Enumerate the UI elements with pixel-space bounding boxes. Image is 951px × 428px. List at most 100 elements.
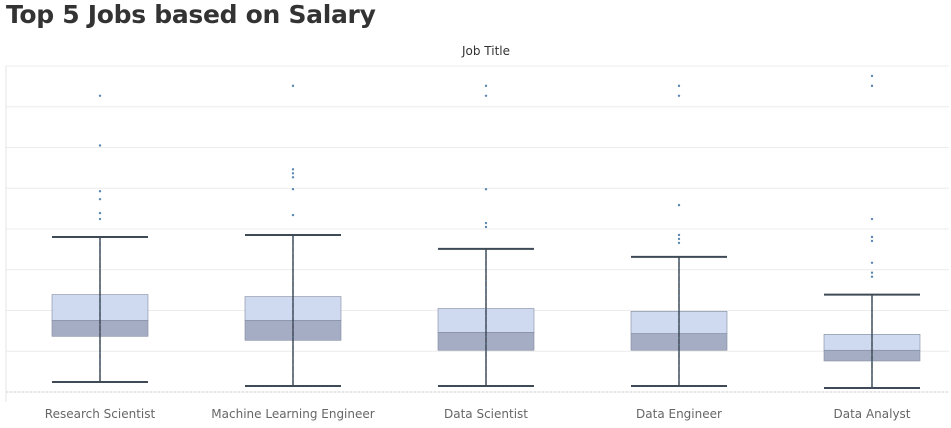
- data-point: [292, 378, 294, 380]
- data-point: [678, 260, 680, 262]
- data-point: [485, 350, 487, 352]
- data-point: [678, 295, 680, 297]
- data-point: [99, 247, 101, 249]
- data-point: [99, 324, 101, 326]
- data-point: [678, 267, 680, 269]
- data-point: [292, 308, 294, 310]
- data-point: [485, 315, 487, 317]
- data-point: [99, 289, 101, 291]
- data-point: [485, 322, 487, 324]
- data-point: [485, 273, 487, 275]
- data-point: [292, 350, 294, 352]
- outlier-point[interactable]: [870, 235, 874, 239]
- data-point: [292, 238, 294, 240]
- data-point: [99, 240, 101, 242]
- outlier-point[interactable]: [98, 197, 102, 201]
- outlier-point[interactable]: [98, 217, 102, 221]
- outlier-point[interactable]: [291, 168, 295, 171]
- data-point: [99, 303, 101, 305]
- data-point: [485, 378, 487, 380]
- data-point: [678, 281, 680, 283]
- data-point: [678, 330, 680, 332]
- data-point: [485, 336, 487, 338]
- outlier-point[interactable]: [870, 271, 874, 274]
- chart-title: Top 5 Jobs based on Salary: [6, 0, 376, 29]
- outlier-point[interactable]: [870, 74, 874, 78]
- outlier-point[interactable]: [677, 233, 681, 237]
- data-point: [292, 259, 294, 261]
- data-point: [292, 364, 294, 366]
- outlier-point[interactable]: [870, 217, 874, 221]
- outlier-point[interactable]: [677, 237, 681, 241]
- outlier-point[interactable]: [484, 94, 488, 98]
- outlier-point[interactable]: [98, 211, 102, 215]
- data-point: [485, 301, 487, 303]
- data-point: [292, 343, 294, 345]
- outlier-point[interactable]: [484, 221, 488, 225]
- data-point: [292, 273, 294, 275]
- data-point: [292, 357, 294, 359]
- data-point: [678, 344, 680, 346]
- outlier-point[interactable]: [677, 84, 681, 88]
- data-point: [485, 329, 487, 331]
- data-point: [99, 275, 101, 277]
- data-point: [292, 371, 294, 373]
- data-point: [292, 322, 294, 324]
- data-point: [871, 325, 873, 328]
- outlier-point[interactable]: [870, 275, 874, 278]
- data-point: [678, 302, 680, 304]
- data-point: [871, 339, 873, 342]
- data-point: [99, 359, 101, 361]
- data-point: [871, 367, 873, 370]
- data-point: [292, 336, 294, 338]
- outlier-point[interactable]: [98, 144, 102, 147]
- outlier-point[interactable]: [291, 188, 295, 191]
- outlier-point[interactable]: [98, 190, 102, 193]
- data-point: [678, 288, 680, 290]
- data-point: [292, 301, 294, 303]
- data-point: [485, 371, 487, 373]
- outlier-point[interactable]: [484, 84, 488, 88]
- data-point: [99, 282, 101, 284]
- data-point: [292, 329, 294, 331]
- data-point: [871, 360, 873, 363]
- data-point: [485, 259, 487, 261]
- data-point: [485, 252, 487, 254]
- outlier-point[interactable]: [291, 213, 295, 217]
- data-point: [678, 323, 680, 325]
- data-point: [678, 351, 680, 353]
- outlier-point[interactable]: [870, 84, 874, 88]
- outlier-point[interactable]: [484, 188, 488, 191]
- data-point: [678, 379, 680, 381]
- data-point: [678, 309, 680, 311]
- data-point: [678, 316, 680, 318]
- data-point: [99, 310, 101, 312]
- data-point: [99, 296, 101, 298]
- outlier-point[interactable]: [870, 261, 874, 264]
- outlier-point[interactable]: [677, 203, 681, 207]
- outlier-point[interactable]: [98, 94, 102, 98]
- data-point: [99, 352, 101, 354]
- data-point: [485, 266, 487, 268]
- outlier-point[interactable]: [677, 94, 681, 98]
- data-point: [292, 252, 294, 254]
- data-point: [485, 294, 487, 296]
- data-point: [871, 374, 873, 377]
- data-point: [99, 366, 101, 368]
- outlier-point[interactable]: [291, 172, 295, 175]
- outlier-point[interactable]: [291, 84, 295, 88]
- category-label: Data Engineer: [636, 407, 722, 421]
- outlier-point[interactable]: [870, 239, 874, 243]
- outlier-point[interactable]: [484, 225, 488, 229]
- outlier-point[interactable]: [677, 241, 681, 245]
- data-point: [678, 358, 680, 360]
- data-point: [678, 365, 680, 367]
- data-point: [485, 364, 487, 366]
- outlier-point[interactable]: [291, 176, 295, 179]
- category-label: Data Scientist: [444, 407, 528, 421]
- data-point: [99, 338, 101, 340]
- data-point: [871, 332, 873, 335]
- data-point: [485, 357, 487, 359]
- data-point: [871, 381, 873, 384]
- data-point: [485, 280, 487, 282]
